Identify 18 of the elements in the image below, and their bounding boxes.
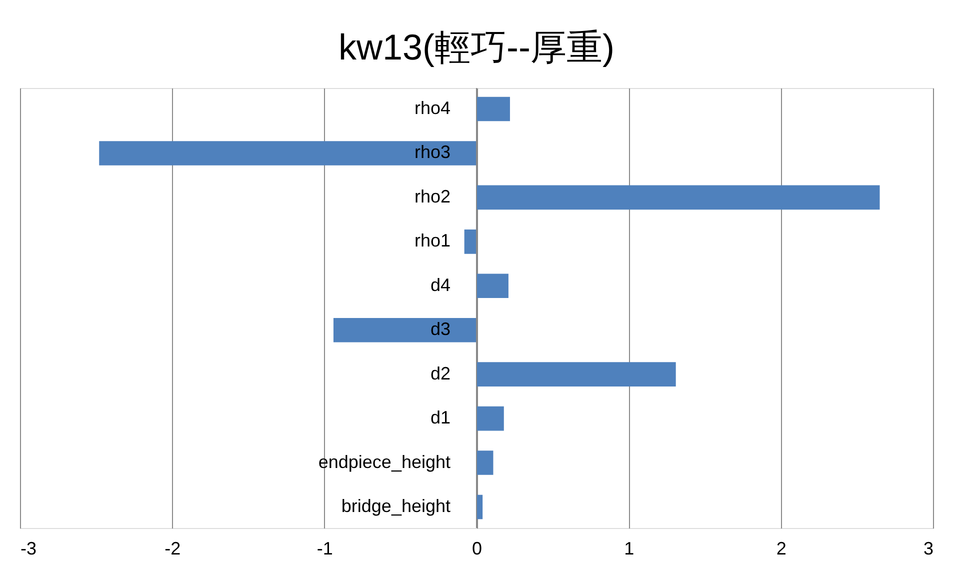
x-tick-label: -1 xyxy=(316,538,333,558)
y-tick-label: rho2 xyxy=(414,186,450,206)
y-tick-label: rho4 xyxy=(414,98,450,118)
x-tick-label: 1 xyxy=(624,538,634,558)
chart-title: kw13(輕巧--厚重) xyxy=(338,26,614,68)
y-tick-label: rho3 xyxy=(414,142,450,162)
y-tick-label: endpiece_height xyxy=(318,452,450,472)
x-tick-label: -3 xyxy=(20,538,37,558)
y-tick-label: d2 xyxy=(430,363,450,384)
x-tick-label: 0 xyxy=(472,538,482,558)
x-tick-label: 3 xyxy=(923,538,934,558)
y-tick-label: rho1 xyxy=(414,230,450,251)
y-tick-label: d3 xyxy=(430,319,450,340)
x-tick-label: -2 xyxy=(164,538,181,558)
y-tick-label: d1 xyxy=(430,408,450,428)
y-tick-label: bridge_height xyxy=(341,496,450,516)
x-tick-label: 2 xyxy=(776,538,786,558)
y-tick-label: d4 xyxy=(430,274,450,295)
